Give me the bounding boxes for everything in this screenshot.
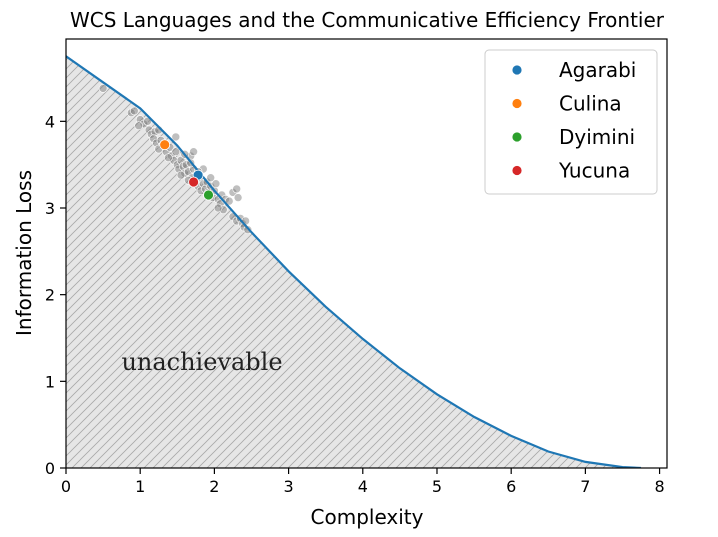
legend-marker-agarabi <box>511 64 523 76</box>
x-axis: 0 1 2 3 4 5 6 7 8 <box>61 468 665 496</box>
point-dyimini <box>203 189 214 201</box>
y-tick-label: 2 <box>45 286 55 305</box>
legend-label-yucuna: Yucuna <box>558 159 630 183</box>
y-tick-label: 1 <box>45 372 55 391</box>
legend-box <box>484 49 658 195</box>
x-tick-label: 8 <box>654 477 664 496</box>
plot-frame <box>65 38 668 469</box>
language-point <box>232 184 241 194</box>
language-point <box>98 84 108 93</box>
language-point <box>130 106 139 116</box>
legend-marker-yucuna <box>511 165 523 176</box>
language-point <box>233 193 243 202</box>
legend-label-agarabi: Agarabi <box>559 58 636 82</box>
language-point <box>224 196 234 206</box>
y-axis-label: Information Loss <box>12 170 36 336</box>
x-tick-label: 0 <box>61 477 71 496</box>
legend-marker-culina <box>511 98 523 109</box>
x-tick-label: 4 <box>358 477 368 496</box>
x-tick-label: 1 <box>135 477 145 496</box>
y-axis: 0 1 2 3 4 <box>45 112 66 478</box>
x-tick-label: 2 <box>209 477 219 496</box>
language-point <box>171 132 181 142</box>
legend-label-culina: Culina <box>559 92 622 116</box>
chart-title: WCS Languages and the Communicative Effi… <box>70 8 665 32</box>
x-tick-label: 3 <box>283 477 293 496</box>
highlighted-languages <box>159 139 214 201</box>
x-tick-label: 7 <box>580 477 590 496</box>
frontier-line <box>66 55 642 468</box>
y-tick-label: 3 <box>45 199 55 218</box>
legend: Agarabi Culina Dyimini Yucuna <box>484 49 658 195</box>
plot-area <box>66 55 642 468</box>
language-point <box>206 173 215 182</box>
background-points <box>98 84 253 234</box>
language-point <box>164 153 173 162</box>
y-tick-label: 4 <box>45 112 55 131</box>
unachievable-region <box>66 56 641 468</box>
language-point <box>213 203 223 213</box>
language-point <box>189 147 198 156</box>
y-tick-label: 0 <box>45 459 55 478</box>
language-point <box>176 170 186 180</box>
x-axis-label: Complexity <box>311 505 424 529</box>
legend-marker-dyimini <box>511 131 523 143</box>
language-point <box>171 147 181 156</box>
x-tick-label: 5 <box>432 477 442 496</box>
legend-label-dyimini: Dyimini <box>559 125 635 149</box>
unachievable-label: unachievable <box>121 348 282 376</box>
language-point <box>211 179 221 188</box>
point-yucuna <box>188 176 200 188</box>
point-culina <box>159 139 171 151</box>
language-point <box>134 121 143 130</box>
x-tick-label: 6 <box>506 477 516 496</box>
